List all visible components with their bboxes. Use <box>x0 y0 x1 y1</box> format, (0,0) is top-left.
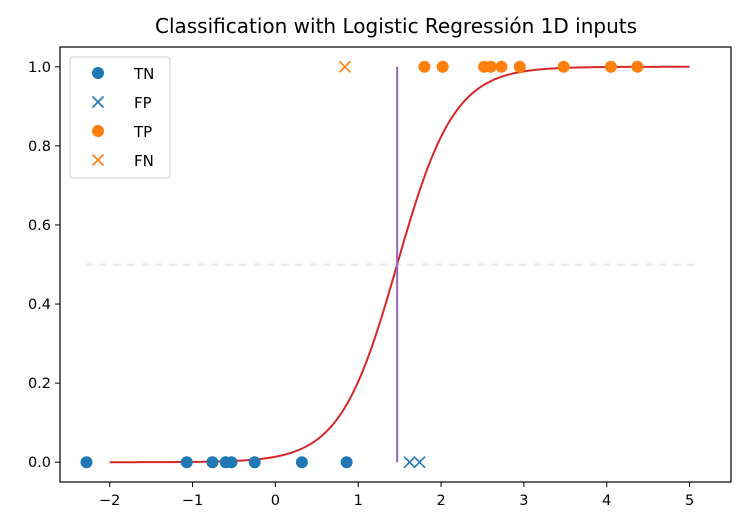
x-tick-label: 1 <box>354 493 363 509</box>
y-tick-label: 0.2 <box>28 376 51 392</box>
plot-area <box>80 60 698 469</box>
data-point-tp <box>604 60 617 73</box>
data-point-fp-stroke <box>413 456 426 469</box>
data-point-fp <box>403 456 416 469</box>
axes-frame <box>59 46 732 483</box>
data-point-tn <box>248 456 261 469</box>
legend-marker-fn <box>91 153 105 167</box>
legend-marker-fp <box>91 95 105 109</box>
x-tick-label: 0 <box>271 493 280 509</box>
data-point-tp <box>631 60 644 73</box>
data-point-tn <box>180 456 193 469</box>
data-point-tn <box>206 456 219 469</box>
data-point-tn <box>295 456 308 469</box>
x-tick-label: 4 <box>602 493 611 509</box>
data-point-fn <box>338 60 352 73</box>
legend-marker-tp <box>92 125 104 137</box>
legend-box <box>69 56 171 179</box>
x-tick-label: −2 <box>99 493 120 509</box>
legend-label-tn: TN <box>133 65 154 83</box>
data-point-tn <box>340 456 353 469</box>
x-tick-label: 2 <box>436 493 445 509</box>
data-point-tp <box>513 60 526 73</box>
x-tick-label: −1 <box>182 493 203 509</box>
data-point-tp <box>495 60 508 73</box>
data-point-tp <box>418 60 431 73</box>
y-tick-label: 0.6 <box>28 218 51 234</box>
legend-marker-tn <box>92 67 104 79</box>
chart-title: Classification with Logistic Regressión … <box>155 14 637 38</box>
legend: TN FP TP FN <box>69 56 171 179</box>
y-tick-label: 0.8 <box>28 139 51 155</box>
y-tick-label: 0.4 <box>28 297 51 313</box>
data-point-tp <box>484 60 497 73</box>
legend-marker-fn-stroke <box>91 153 105 167</box>
data-point-tp <box>557 60 570 73</box>
data-point-tp <box>436 60 449 73</box>
y-tick-label: 0.0 <box>28 455 51 471</box>
data-point-fp <box>413 456 426 469</box>
data-point-tn <box>225 456 238 469</box>
x-tick-label: 3 <box>519 493 528 509</box>
axis-ticks: −2 −1 0 1 2 3 4 5 0.0 0.2 0.4 0.6 0.8 1.0 <box>28 60 694 509</box>
legend-marker-fp-stroke <box>91 95 105 109</box>
legend-label-fn: FN <box>134 152 154 170</box>
sigmoid-curve <box>109 65 690 464</box>
y-tick-label: 1.0 <box>28 60 51 76</box>
data-point-fn-stroke <box>338 60 352 73</box>
x-tick-label: 5 <box>685 493 694 509</box>
data-point-tn <box>80 456 93 469</box>
legend-label-tp: TP <box>133 123 152 141</box>
data-point-fp-stroke <box>403 456 416 469</box>
legend-label-fp: FP <box>134 94 152 112</box>
